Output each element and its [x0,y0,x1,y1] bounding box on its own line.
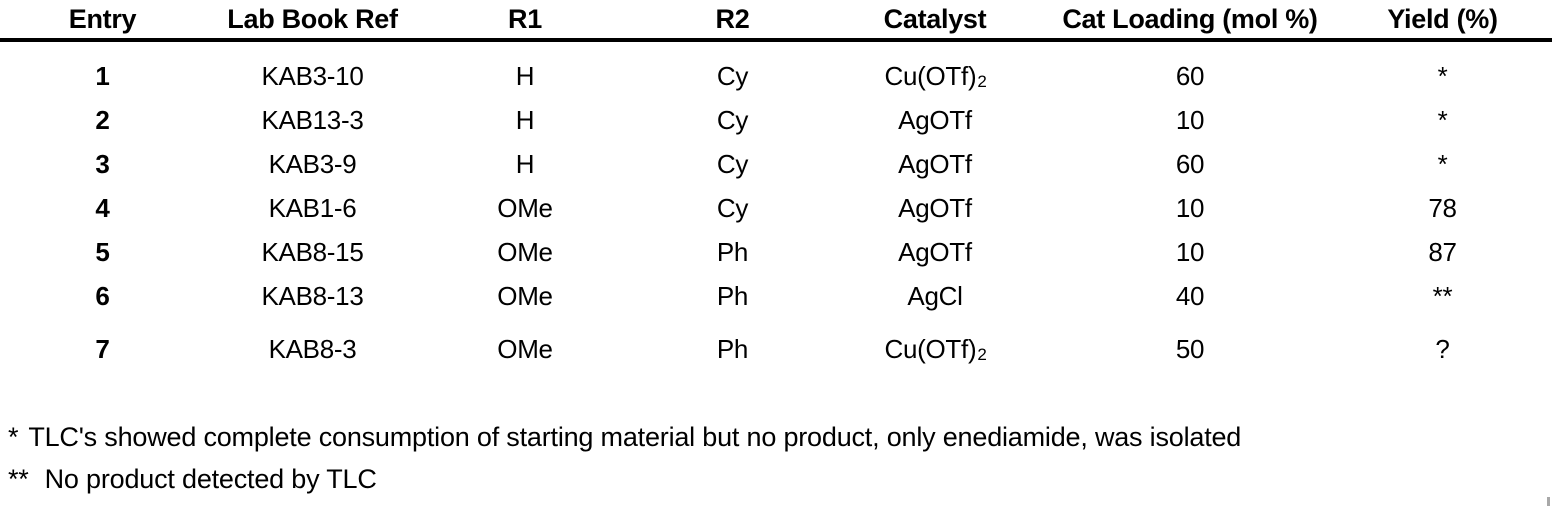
cell-catalyst: AgOTf [835,98,1035,142]
footnote-marker: * [8,422,19,452]
cell-r1: OMe [497,236,553,267]
cell-cat-loading: 50 [1175,333,1205,364]
table-row: 6 KAB8-13 OMe Ph AgCl 40 ** [0,274,1552,318]
catalyst-formula: AgOTf [898,192,972,223]
cell-lab-book-ref: KAB8-13 [261,280,364,311]
cell-r1: OMe [497,280,553,311]
cell-yield: 87 [1428,236,1457,267]
table-row: 2 KAB13-3 H Cy AgOTf 10 * [0,98,1552,142]
table-body: 1 KAB3-10 H Cy Cu(OTf) 2 60 * 2 KAB13-3 H… [0,42,1552,373]
footnotes: * TLC's showed complete consumption of s… [8,420,1508,504]
cell-r1: H [515,60,535,91]
catalyst-formula: AgOTf [898,104,972,135]
cell-r2: Cy [716,104,749,135]
cell-entry: 1 [95,60,110,91]
table-row: 1 KAB3-10 H Cy Cu(OTf) 2 60 * [0,54,1552,98]
cell-r2: Cy [716,148,749,179]
table-row: 4 KAB1-6 OMe Cy AgOTf 10 78 [0,186,1552,230]
catalyst-formula: Cu(OTf) [884,60,977,91]
cell-lab-book-ref: KAB1-6 [268,192,357,223]
catalyst-formula: AgOTf [898,236,972,267]
cell-entry: 2 [95,104,110,135]
cell-r1: H [515,148,535,179]
catalyst-formula: AgCl [907,280,963,311]
cell-entry: 7 [95,333,110,364]
footnote-text: TLC's showed complete consumption of sta… [28,422,1242,452]
cell-catalyst: AgOTf [835,142,1035,186]
cell-cat-loading: 60 [1175,148,1205,179]
results-table: Entry Lab Book Ref R1 R2 Catalyst Cat Lo… [0,0,1552,373]
cell-r2: Cy [716,192,749,223]
column-header-entry: Entry [68,3,137,34]
cell-r1: OMe [497,333,553,364]
cell-cat-loading: 10 [1175,192,1205,223]
column-header-catalyst: Catalyst [883,3,987,34]
cell-catalyst: AgOTf [835,230,1035,274]
cell-lab-book-ref: KAB3-9 [268,148,357,179]
cell-yield: * [1437,104,1448,135]
cell-entry: 6 [95,280,110,311]
cell-entry: 5 [95,236,110,267]
column-header-yield: Yield (%) [1387,3,1498,34]
cell-entry: 4 [95,192,110,223]
cell-lab-book-ref: KAB8-15 [261,236,364,267]
footnote-double-asterisk: ** No product detected by TLC [8,462,1508,496]
table-header-row: Entry Lab Book Ref R1 R2 Catalyst Cat Lo… [0,0,1552,42]
catalyst-formula: Cu(OTf) [884,333,977,364]
cell-entry: 3 [95,148,110,179]
cell-r2: Cy [716,60,749,91]
cell-catalyst: Cu(OTf) 2 [884,60,987,91]
cell-r2: Ph [716,236,749,267]
cell-yield: 78 [1428,192,1457,223]
cell-lab-book-ref: KAB13-3 [261,104,364,135]
cell-r2: Ph [716,333,749,364]
footnote-text: No product detected by TLC [44,464,377,494]
cell-catalyst: Cu(OTf) 2 [884,333,987,364]
cell-yield: * [1437,148,1448,179]
cell-cat-loading: 60 [1175,60,1205,91]
footnote-single-asterisk: * TLC's showed complete consumption of s… [8,420,1508,454]
column-header-cat-loading: Cat Loading (mol %) [1062,3,1318,34]
cell-cat-loading: 10 [1175,104,1205,135]
cell-lab-book-ref: KAB8-3 [268,333,357,364]
cell-catalyst: AgCl [835,274,1035,318]
table-row: 5 KAB8-15 OMe Ph AgOTf 10 87 [0,230,1552,274]
cell-r1: OMe [497,192,553,223]
cell-r1: H [515,104,535,135]
scrollbar-fragment [1547,497,1550,506]
cell-r2: Ph [716,280,749,311]
cell-yield: ** [1432,280,1453,311]
table-row: 7 KAB8-3 OMe Ph Cu(OTf) 2 50 ? [0,325,1552,373]
catalyst-formula: AgOTf [898,148,972,179]
cell-catalyst: AgOTf [835,186,1035,230]
cell-lab-book-ref: KAB3-10 [261,60,364,91]
column-header-r1: R1 [508,3,542,34]
footnote-marker: ** [8,464,29,494]
column-header-r2: R2 [715,3,750,34]
cell-cat-loading: 10 [1175,236,1205,267]
cell-yield: * [1437,60,1448,91]
cell-cat-loading: 40 [1175,280,1205,311]
cell-yield: ? [1435,333,1450,364]
table-row: 3 KAB3-9 H Cy AgOTf 60 * [0,142,1552,186]
column-header-lab-book-ref: Lab Book Ref [227,3,398,34]
